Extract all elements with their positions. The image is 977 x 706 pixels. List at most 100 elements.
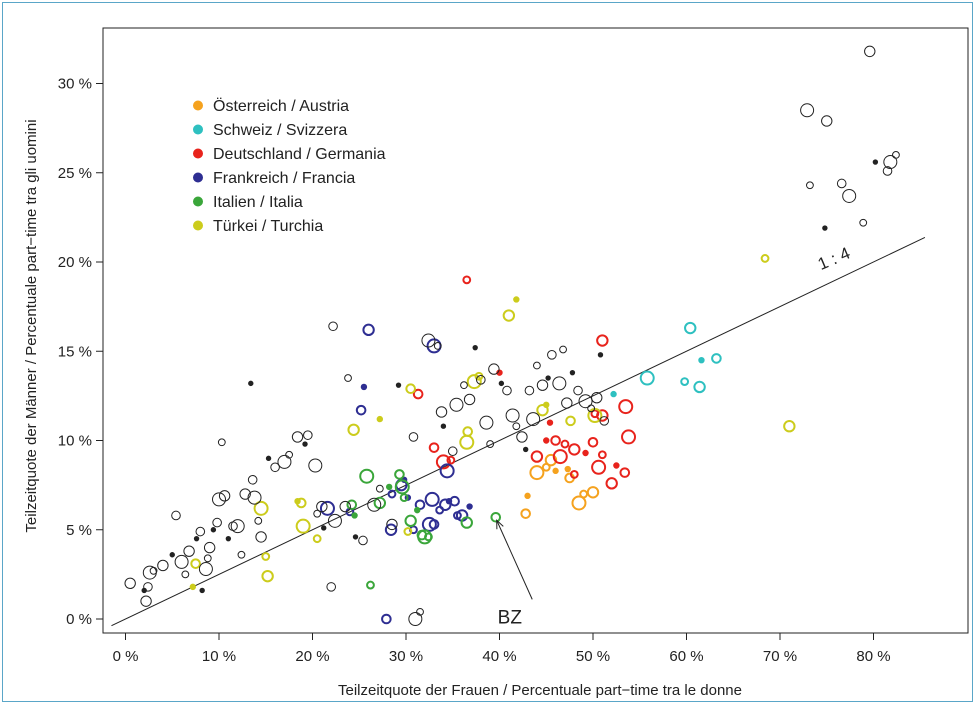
data-point	[610, 390, 617, 398]
data-point	[366, 580, 375, 590]
legend-entry: Schweiz / Svizzera	[213, 122, 347, 139]
annotation: BZ	[496, 519, 533, 628]
data-point	[225, 535, 232, 542]
x-tick-label: 60 %	[669, 648, 703, 665]
data-point	[490, 511, 502, 523]
annotation-label: BZ	[498, 607, 523, 628]
data-point	[536, 403, 549, 417]
data-point	[462, 275, 472, 285]
data-point	[157, 559, 169, 572]
data-point	[520, 508, 531, 519]
data-point	[460, 516, 473, 529]
data-point	[591, 391, 603, 404]
data-point	[319, 500, 335, 516]
y-tick-label: 0 %	[66, 611, 92, 628]
series-3	[319, 323, 473, 625]
legend-marker	[193, 148, 203, 159]
data-point	[381, 613, 392, 625]
data-point	[693, 380, 706, 394]
data-point	[376, 415, 384, 423]
series-6	[124, 45, 900, 626]
data-point	[596, 409, 609, 422]
data-point	[414, 506, 421, 514]
data-point	[428, 442, 440, 453]
data-point	[447, 446, 458, 457]
data-point	[193, 535, 200, 542]
data-point	[295, 518, 311, 534]
data-point	[596, 334, 609, 347]
data-point	[439, 498, 452, 511]
data-point	[237, 550, 246, 559]
data-point	[395, 382, 402, 388]
data-point	[582, 449, 589, 457]
data-point	[488, 363, 500, 375]
legend-entry: Österreich / Austria	[213, 97, 349, 115]
data-point	[424, 491, 440, 507]
data-point	[698, 356, 705, 364]
axes	[102, 27, 969, 634]
data-point	[270, 462, 280, 473]
x-axis-label: Teilzeitquote der Frauen / Percentuale p…	[338, 682, 742, 699]
data-point	[416, 607, 424, 616]
data-point	[479, 415, 494, 430]
data-point	[586, 486, 600, 499]
data-point	[565, 415, 576, 427]
data-point	[181, 570, 190, 579]
data-point	[561, 397, 573, 409]
data-point	[460, 381, 468, 390]
data-point	[387, 489, 397, 499]
data-point	[339, 500, 351, 513]
data-point	[573, 385, 583, 396]
data-point	[198, 562, 213, 577]
data-point	[513, 296, 520, 303]
data-point	[552, 376, 567, 391]
data-point	[328, 321, 338, 332]
data-point	[836, 178, 847, 189]
data-point	[124, 577, 136, 589]
data-point	[472, 344, 478, 351]
data-point	[212, 492, 226, 507]
data-point	[449, 495, 460, 507]
x-tick-label: 70 %	[763, 648, 797, 665]
data-point	[254, 516, 263, 525]
data-point	[502, 309, 516, 322]
data-point	[352, 534, 359, 540]
data-point	[859, 218, 868, 227]
data-point	[327, 513, 342, 528]
y-tick-label: 30 %	[58, 76, 92, 93]
data-point	[228, 521, 238, 531]
data-point	[571, 495, 587, 511]
data-point	[403, 527, 413, 536]
data-point	[351, 512, 358, 519]
data-point	[171, 510, 181, 521]
data-point	[882, 166, 893, 176]
data-point	[806, 181, 814, 190]
data-point	[522, 446, 529, 453]
y-tick-label: 10 %	[58, 433, 92, 450]
data-point	[426, 338, 442, 354]
data-point	[872, 159, 879, 165]
legend-entry: Deutschland / Germania	[213, 146, 386, 163]
data-point	[543, 401, 550, 408]
data-point	[524, 492, 531, 500]
legend-marker	[193, 196, 203, 207]
x-tick-label: 50 %	[576, 648, 610, 665]
data-point	[449, 397, 464, 412]
data-point	[587, 436, 599, 448]
y-tick-label: 5 %	[66, 522, 92, 539]
data-point	[303, 430, 313, 440]
data-point	[312, 534, 322, 544]
legend-marker	[193, 100, 203, 111]
series-0	[520, 453, 600, 519]
data-point	[217, 438, 226, 447]
data-point	[199, 587, 205, 594]
data-point	[591, 459, 607, 475]
reference-line-label: 1 : 4	[815, 244, 853, 274]
data-point	[760, 254, 770, 263]
data-point	[142, 565, 157, 580]
data-point	[261, 569, 274, 583]
data-point	[212, 517, 222, 528]
data-point	[597, 352, 604, 358]
data-point	[639, 370, 655, 386]
